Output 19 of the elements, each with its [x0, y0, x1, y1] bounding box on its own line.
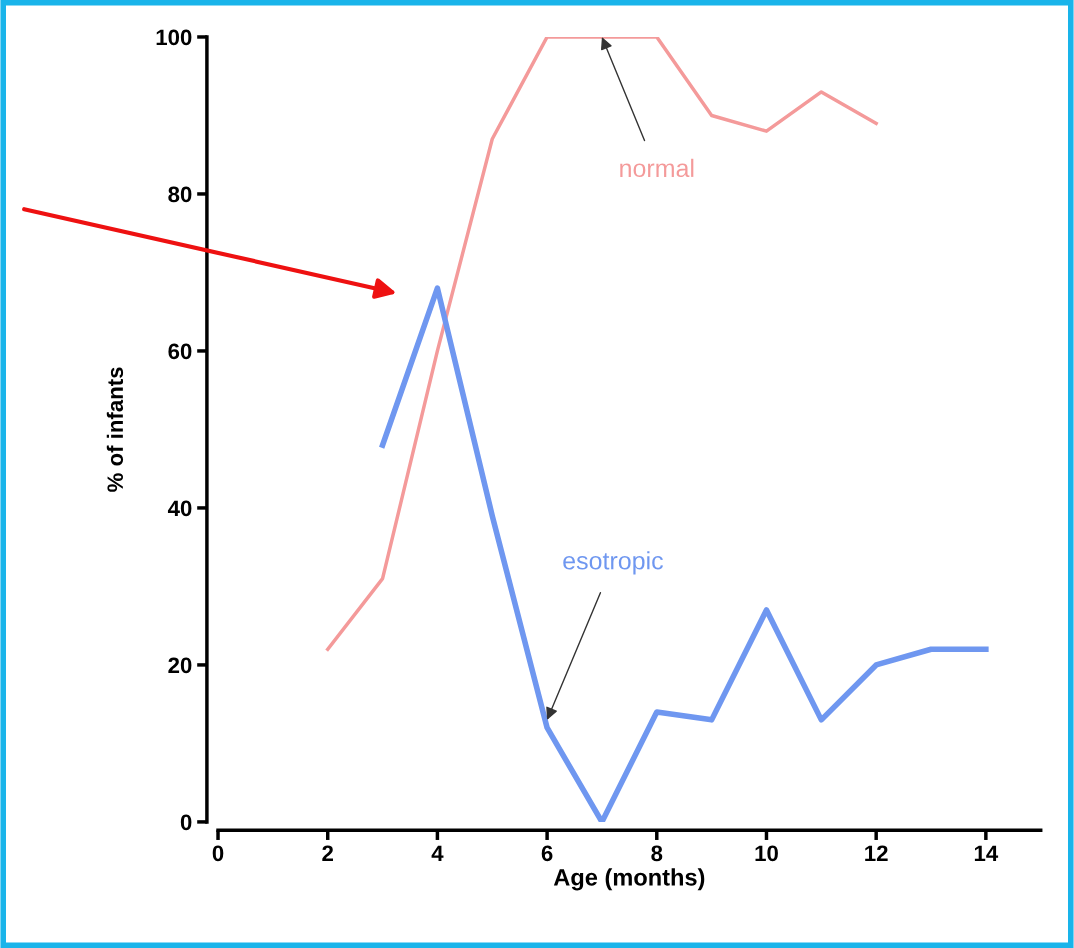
- x-tick-label: 0: [212, 845, 224, 862]
- x-tick-label: 6: [541, 845, 553, 862]
- y-axis-title: % of infants: [106, 367, 124, 492]
- x-tick-label: 2: [322, 845, 333, 861]
- x-tick-label: 10: [755, 845, 778, 862]
- y-tick-label: 60: [168, 343, 192, 360]
- x-axis-title: Age (months): [553, 868, 705, 891]
- x-tick-label: 8: [651, 845, 663, 862]
- line-series: [325, 36, 878, 651]
- x-tick-label: 4: [431, 845, 444, 861]
- y-tick-label: 0: [180, 814, 192, 831]
- annotation: esotropic: [563, 551, 663, 575]
- annotation: normal: [620, 158, 694, 178]
- x-tick-label: 12: [865, 845, 888, 861]
- y-tick-label: 20: [168, 657, 192, 674]
- y-tick-label: 40: [167, 500, 192, 517]
- y-tick-label: 100: [156, 29, 192, 46]
- y-tick-label: 80: [168, 186, 192, 203]
- x-tick-label: 14: [974, 845, 999, 861]
